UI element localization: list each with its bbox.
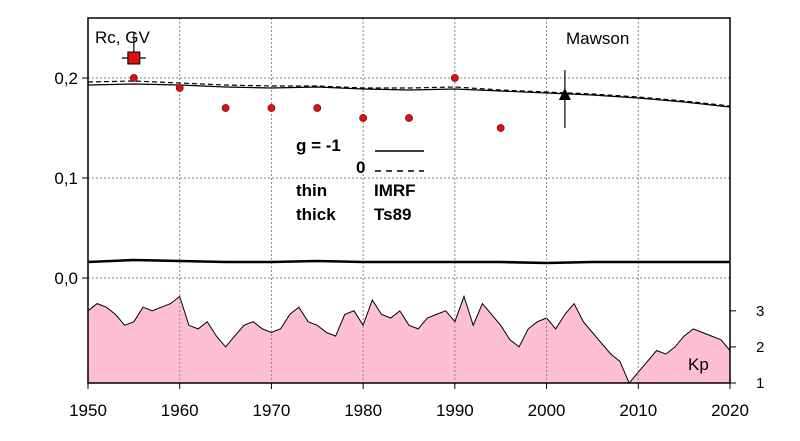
x-tick-label: 2000 [528, 401, 566, 420]
kp-area [87, 294, 731, 384]
x-tick-label: 1980 [344, 401, 382, 420]
legend-g-zero: 0 [356, 158, 365, 177]
x-tick-label: 1960 [161, 401, 199, 420]
data-point [129, 74, 138, 82]
x-tick-label: 2020 [711, 401, 749, 420]
triangle-marker [558, 88, 571, 100]
markers-group [121, 33, 571, 128]
kp-tick-label: 2 [756, 339, 764, 356]
kp-tick-label: 1 [756, 375, 764, 392]
legend: g = -1 0 thin thick IMRF Ts89 [296, 136, 424, 224]
series-line-solid-thin [87, 83, 731, 108]
legend-g-label: g = -1 [296, 136, 341, 155]
y-tick-label: 0,0 [54, 269, 78, 288]
y-tick-label: 0,1 [54, 169, 78, 188]
data-point [221, 104, 230, 112]
square-marker [127, 51, 141, 65]
x-tick-label: 1990 [436, 401, 474, 420]
kp-tick-label: 3 [756, 303, 764, 320]
data-point [359, 114, 368, 122]
legend-ts89: Ts89 [374, 205, 412, 224]
station-label: Mawson [566, 29, 629, 48]
data-point [450, 74, 459, 82]
series-group [87, 80, 731, 265]
axis-ticks: 1950 1960 1970 1980 1990 2000 2010 2020 0,0 0,1 0,… [54, 69, 764, 420]
legend-imrf: IMRF [374, 181, 416, 200]
x-tick-label: 1950 [69, 401, 107, 420]
kp-line [87, 294, 731, 384]
kp-fill [88, 296, 730, 383]
x-tick-label: 2010 [619, 401, 657, 420]
data-point [175, 84, 184, 92]
y-axis-label: Rc, GV [95, 28, 150, 47]
legend-thin: thin [296, 181, 327, 200]
series-line-dashed [87, 80, 731, 107]
points-group [129, 74, 505, 132]
data-point [313, 104, 322, 112]
kp-label: Kp [688, 355, 709, 374]
series-line-thick-difference [87, 258, 730, 265]
grid-lines [88, 18, 730, 383]
data-point [267, 104, 276, 112]
y-tick-label: 0,2 [54, 69, 78, 88]
data-point [496, 124, 505, 132]
plot-frame [87, 17, 731, 384]
data-point [405, 114, 413, 122]
legend-thick: thick [296, 205, 336, 224]
x-tick-label: 1970 [253, 401, 291, 420]
